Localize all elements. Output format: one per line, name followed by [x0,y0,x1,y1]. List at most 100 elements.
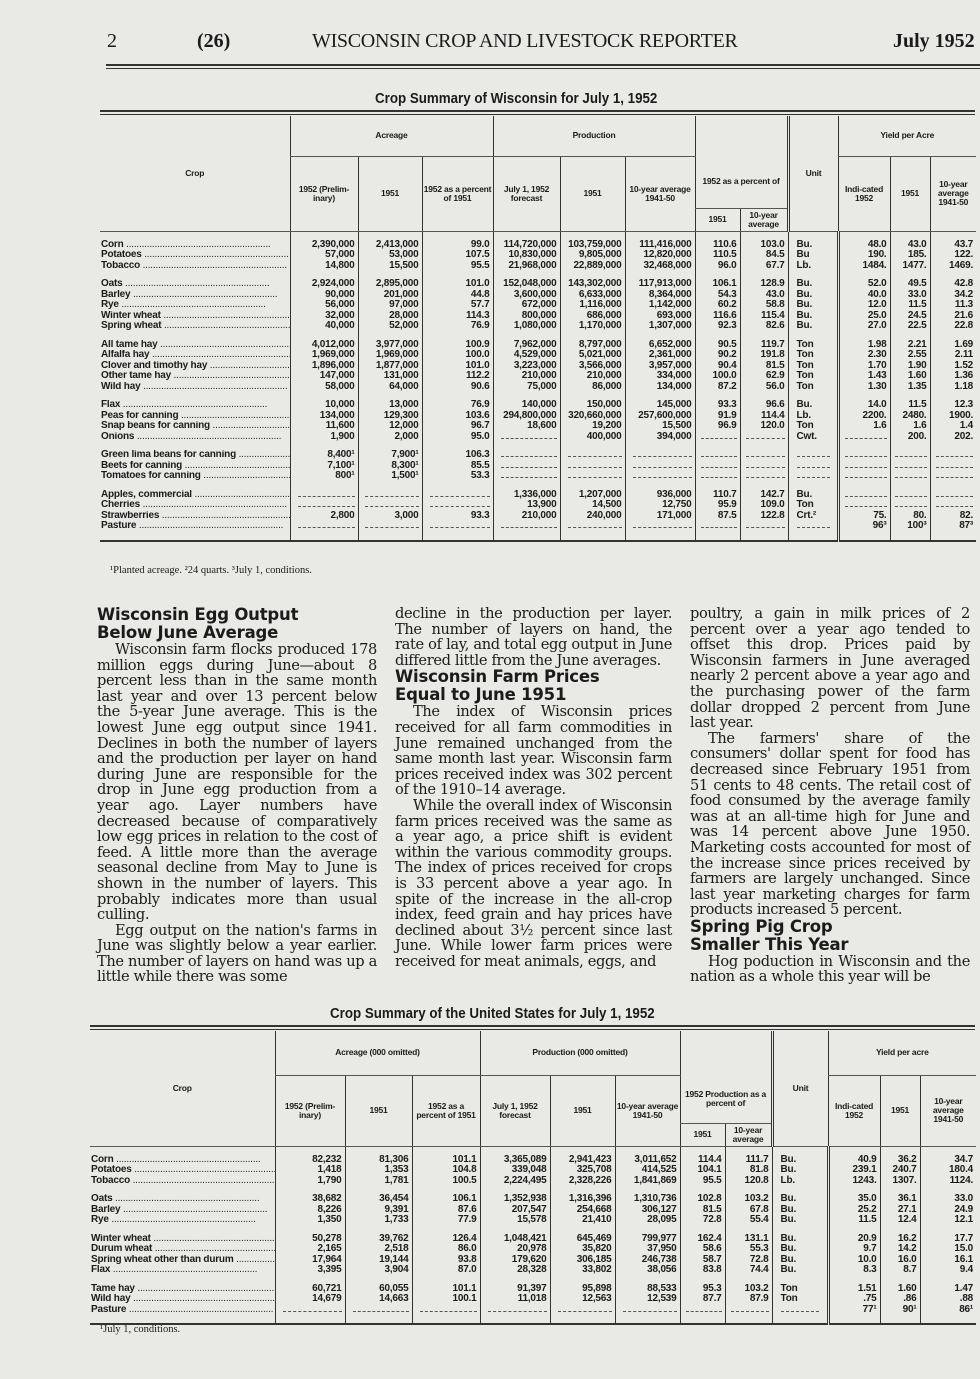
dash-leader [567,450,622,457]
table-cell: 77¹ [826,1304,881,1315]
table-cell: 16.1 [919,1254,977,1265]
table-cell [836,431,891,442]
table-cell: 97,000 [357,299,422,311]
crop-name: Clover and timothy hay [100,361,290,372]
table-cell [889,450,931,461]
table-cell: 20,978 [479,1243,550,1255]
dash-leader [845,471,887,478]
table-cell: 1.6 [836,420,891,432]
table-cell [739,431,789,442]
table-cell: 83.8 [679,1264,726,1276]
table-cell: 1.47 [919,1283,977,1294]
table-cell: 19,200 [559,420,625,432]
table-cell: 1.98 [836,339,891,350]
table-cell: 800¹ [289,470,358,482]
column-header-acr-1952: 1952 (Prelim-inary) [274,1075,345,1147]
table-cell [787,521,839,532]
table-cell: 2,328,226 [549,1175,615,1186]
table-cell: 50,278 [274,1233,345,1244]
table-cell: Ton [787,339,839,350]
table-cell: 14.0 [836,399,891,411]
table-cell: 114.3 [421,310,493,321]
table-cell: 32,000 [289,310,358,321]
dash-leader [700,461,737,468]
table-cell: 129,300 [357,410,422,421]
crop-name: Tobacco [90,1176,275,1187]
table-cell: 254,668 [549,1204,615,1215]
table-row: Flax3,3953,90487.028,32833,80238,05683.8… [90,1264,977,1276]
table-cell: 103.0 [739,239,789,250]
table-cell: 10,000 [289,399,358,411]
table-cell: 1477. [889,260,931,271]
table-cell [289,500,358,511]
table-cell: 53.3 [421,470,493,482]
dash-leader [365,521,419,528]
dash-leader [700,432,737,439]
table-row: Barley8,2269,39187.6207,547254,668306,12… [90,1204,977,1216]
dash-leader [365,490,419,497]
table-cell [492,460,560,471]
crop-name: Other tame hay [100,371,290,382]
table-cell: 8,226 [274,1204,345,1215]
table-cell [694,471,741,482]
table-cell: Crt.² [787,510,839,521]
table-cell: 3,977,000 [357,339,422,350]
table-cell: 111,416,000 [624,239,696,250]
table-cell: 117,913,000 [624,278,696,290]
table-cell [479,1304,550,1315]
table-cell: 96.6 [739,399,789,411]
table-cell: 67.8 [724,1204,773,1215]
table-cell: 4,012,000 [289,339,358,350]
column-header-pct-avg: 10-year average [724,1123,773,1147]
table-cell [624,450,696,461]
dash-leader [935,490,974,497]
crop-name: Barley [90,1205,275,1216]
table-cell: 95.9 [694,499,741,511]
dash-leader [845,461,887,468]
table-cell [787,460,839,471]
table-cell: 1,048,421 [479,1233,550,1244]
table-cell: 9.7 [826,1243,881,1255]
table-cell: 72.8 [724,1254,773,1265]
column-header-y-1952: Indi-cated 1952 [827,1075,881,1147]
table-cell: 1.36 [929,370,977,382]
dash-leader [745,471,785,478]
table-cell: 2,924,000 [289,278,358,290]
table-cell: 1,900 [289,431,358,442]
table-cell [929,500,977,511]
dash-leader [500,432,557,439]
table-cell [694,460,741,471]
dash-leader [488,1305,547,1312]
table-cell [889,471,931,482]
wi-table-footnote: ¹Planted acreage. ²24 quarts. ³July 1, c… [110,565,312,576]
table-row: Spring wheat40,00052,00076.91,080,0001,1… [100,320,977,332]
table-cell: 1,877,000 [357,360,422,371]
table-cell: Ton [787,370,839,382]
table-cell: 101.0 [421,278,493,290]
table-cell: 134,000 [624,381,696,392]
crop-name: Strawberries [100,511,290,522]
table-cell: 110.6 [694,239,741,250]
table-cell: 109.0 [739,499,789,511]
table-cell: 306,185 [549,1254,615,1265]
table-cell: Ton [787,349,839,361]
table-cell: 75,000 [492,381,560,392]
table-cell: 134,000 [289,410,358,421]
table-cell: 72.8 [679,1214,726,1226]
table-cell: 32,468,000 [624,260,696,271]
table-cell: 44.8 [421,289,493,300]
table-cell: 320,660,000 [559,410,625,421]
table-cell: 339,048 [479,1164,550,1176]
table-cell: 76.9 [421,320,493,332]
table-cell: 115.4 [739,310,789,321]
table-cell: 100.9 [421,339,493,350]
table-cell: 3,600,000 [492,289,560,300]
table-cell: Cwt. [787,431,839,442]
table-cell: Bu. [787,239,839,250]
table-cell: 52,000 [357,320,422,332]
table-cell: 9.4 [919,1264,977,1276]
table-cell: 76.9 [421,399,493,411]
column-header-acr-pct: 1952 as a percent of 1951 [421,156,493,232]
table-cell [357,489,422,500]
